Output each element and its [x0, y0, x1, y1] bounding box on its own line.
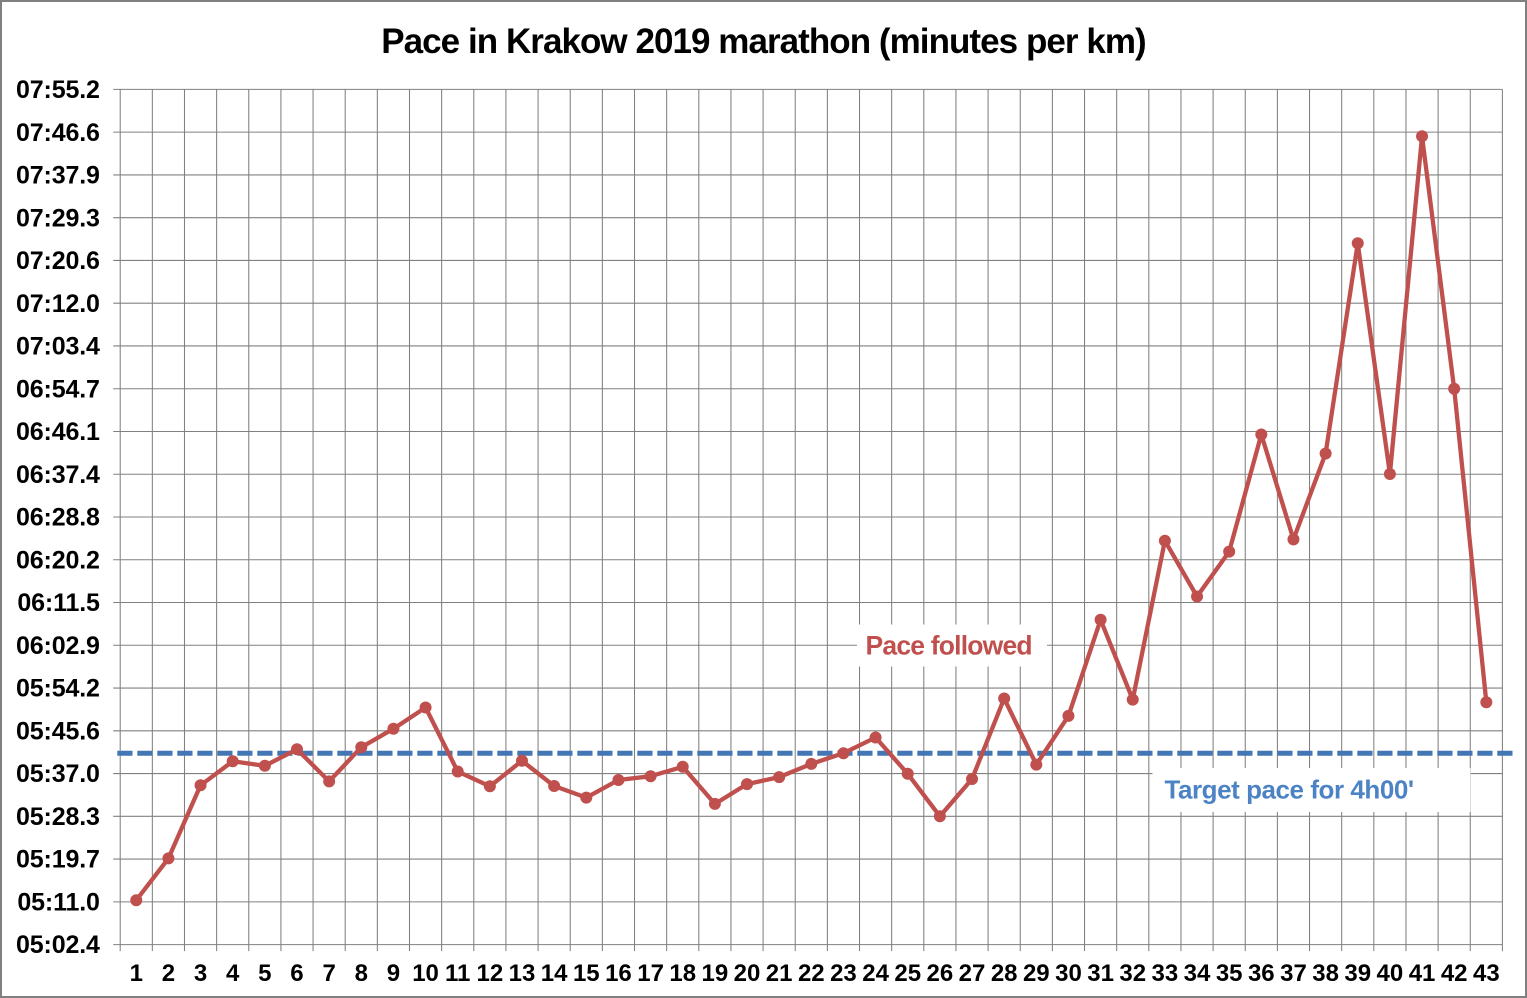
- svg-text:06:37.4: 06:37.4: [16, 461, 100, 489]
- svg-text:Target pace for 4h00': Target pace for 4h00': [1165, 774, 1414, 804]
- svg-text:05:37.0: 05:37.0: [16, 760, 100, 788]
- svg-text:06:20.2: 06:20.2: [16, 546, 100, 574]
- svg-text:18: 18: [669, 960, 696, 987]
- svg-text:07:20.6: 07:20.6: [16, 247, 100, 275]
- svg-text:10: 10: [412, 960, 439, 987]
- svg-text:Pace followed: Pace followed: [866, 631, 1032, 661]
- svg-text:17: 17: [637, 960, 664, 987]
- svg-text:07:03.4: 07:03.4: [16, 333, 100, 361]
- svg-text:34: 34: [1184, 960, 1211, 987]
- svg-text:27: 27: [959, 960, 986, 987]
- svg-text:5: 5: [258, 960, 271, 987]
- svg-text:41: 41: [1409, 960, 1436, 987]
- svg-text:43: 43: [1473, 960, 1500, 987]
- svg-text:33: 33: [1152, 960, 1179, 987]
- svg-text:20: 20: [734, 960, 761, 987]
- svg-text:39: 39: [1344, 960, 1371, 987]
- svg-text:06:02.9: 06:02.9: [16, 632, 100, 660]
- svg-text:12: 12: [477, 960, 504, 987]
- svg-text:07:12.0: 07:12.0: [16, 290, 100, 318]
- svg-text:05:45.6: 05:45.6: [16, 717, 100, 745]
- svg-text:06:54.7: 06:54.7: [16, 375, 100, 403]
- svg-text:24: 24: [862, 960, 889, 987]
- svg-text:06:11.5: 06:11.5: [17, 589, 100, 617]
- svg-text:11: 11: [445, 960, 470, 987]
- svg-text:32: 32: [1119, 960, 1146, 987]
- svg-text:4: 4: [226, 960, 240, 987]
- svg-text:8: 8: [355, 960, 368, 987]
- svg-text:07:29.3: 07:29.3: [16, 204, 100, 232]
- svg-text:16: 16: [605, 960, 632, 987]
- svg-text:37: 37: [1280, 960, 1307, 987]
- svg-text:05:02.4: 05:02.4: [16, 931, 100, 959]
- svg-text:35: 35: [1216, 960, 1243, 987]
- svg-text:06:46.1: 06:46.1: [16, 418, 100, 446]
- svg-text:42: 42: [1441, 960, 1468, 987]
- svg-text:13: 13: [509, 960, 536, 987]
- svg-text:Pace in Krakow 2019 marathon (: Pace in Krakow 2019 marathon (minutes pe…: [381, 22, 1145, 61]
- svg-text:30: 30: [1055, 960, 1082, 987]
- svg-text:25: 25: [894, 960, 921, 987]
- svg-text:28: 28: [991, 960, 1018, 987]
- svg-text:07:46.6: 07:46.6: [16, 119, 100, 147]
- svg-text:40: 40: [1377, 960, 1404, 987]
- svg-text:1: 1: [130, 960, 143, 987]
- svg-text:38: 38: [1312, 960, 1339, 987]
- svg-text:06:28.8: 06:28.8: [16, 504, 100, 532]
- svg-text:7: 7: [322, 960, 335, 987]
- svg-text:07:37.9: 07:37.9: [16, 162, 100, 190]
- svg-text:05:11.0: 05:11.0: [17, 888, 99, 916]
- svg-text:21: 21: [766, 960, 793, 987]
- svg-text:9: 9: [387, 960, 400, 987]
- svg-text:2: 2: [162, 960, 175, 987]
- svg-text:15: 15: [573, 960, 600, 987]
- svg-text:36: 36: [1248, 960, 1275, 987]
- svg-text:14: 14: [541, 960, 568, 987]
- svg-text:19: 19: [702, 960, 729, 987]
- svg-text:05:28.3: 05:28.3: [16, 803, 100, 831]
- svg-text:26: 26: [927, 960, 954, 987]
- svg-text:07:55.2: 07:55.2: [16, 76, 100, 104]
- svg-text:6: 6: [290, 960, 303, 987]
- svg-text:23: 23: [830, 960, 857, 987]
- svg-text:29: 29: [1023, 960, 1050, 987]
- svg-text:05:19.7: 05:19.7: [16, 846, 100, 874]
- svg-text:3: 3: [194, 960, 207, 987]
- svg-text:22: 22: [798, 960, 825, 987]
- svg-text:31: 31: [1087, 960, 1114, 987]
- svg-text:05:54.2: 05:54.2: [16, 675, 100, 703]
